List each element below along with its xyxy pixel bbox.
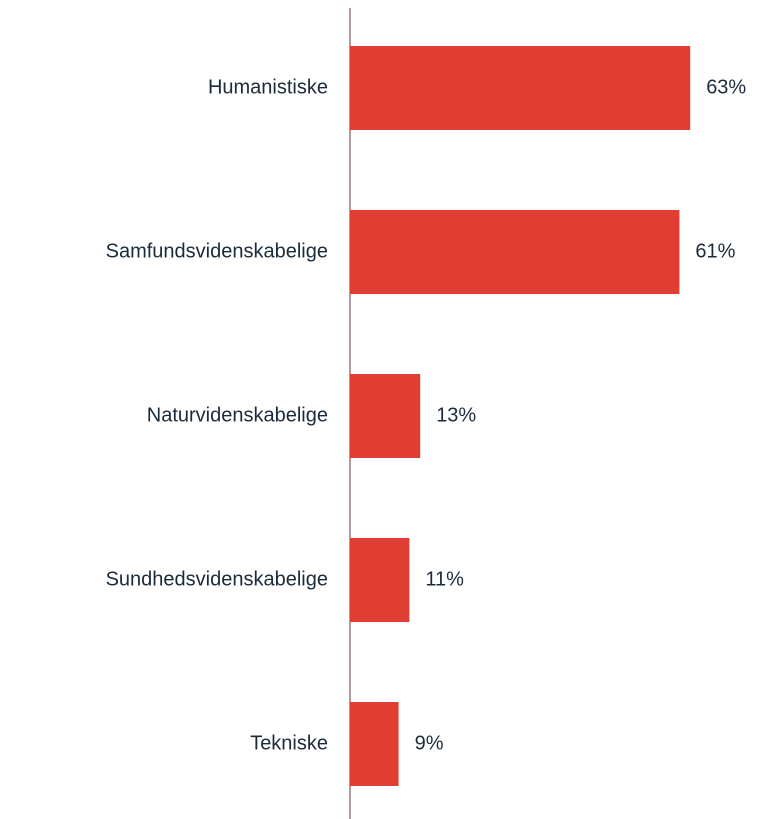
category-label: Sundhedsvidenskabelige — [106, 568, 328, 590]
bar — [350, 538, 410, 622]
bar — [350, 702, 399, 786]
category-label: Humanistiske — [208, 76, 328, 98]
value-label: 61% — [695, 240, 735, 262]
category-label: Naturvidenskabelige — [147, 404, 328, 426]
value-label: 11% — [425, 568, 464, 590]
category-label: Tekniske — [250, 732, 328, 754]
category-label: Samfundsvidenskabelige — [106, 240, 328, 262]
bar — [350, 46, 691, 130]
value-label: 63% — [706, 76, 746, 98]
bar — [350, 210, 680, 294]
value-label: 9% — [415, 732, 444, 754]
bar — [350, 374, 421, 458]
value-label: 13% — [436, 404, 476, 426]
